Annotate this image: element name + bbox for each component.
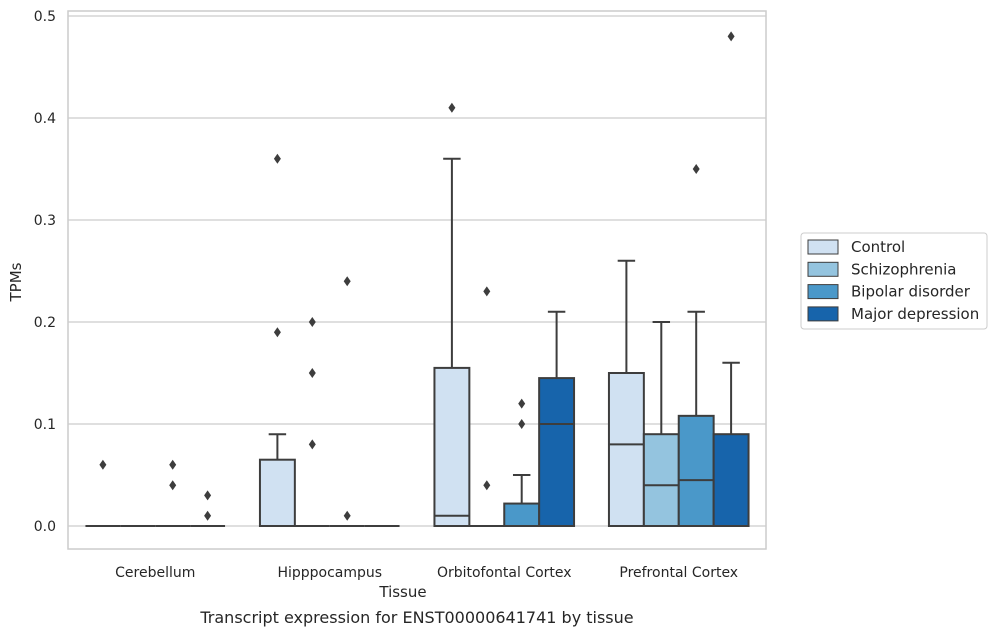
outlier-point [448, 102, 456, 113]
outlier-point [483, 286, 491, 297]
box-schizophrenia [469, 286, 505, 527]
box-bipolar-disorder [503, 398, 541, 527]
box-control [85, 459, 121, 527]
y-tick-labels: 0.0 0.1 0.2 0.3 0.4 0.5 [34, 9, 56, 535]
outlier-point [308, 368, 316, 378]
outlier-point [99, 459, 107, 470]
outlier-point [169, 480, 177, 491]
legend-label: Control [851, 238, 905, 256]
plot-frame [67, 10, 767, 550]
outlier-point [692, 164, 700, 174]
x-tick-label: Hipppocampus [277, 565, 382, 581]
outlier-point [169, 459, 177, 470]
box-groups [85, 31, 750, 528]
box-schizophrenia [642, 321, 680, 528]
outlier-point [273, 153, 281, 164]
y-tick-label: 0.4 [34, 111, 56, 127]
outlier-point [343, 510, 351, 521]
y-tick-label: 0.5 [34, 9, 56, 25]
box-bipolar-disorder [677, 164, 715, 527]
box-bipolar-disorder [329, 276, 365, 527]
outlier-point [204, 490, 212, 501]
outlier-point [308, 317, 316, 327]
box-body [503, 502, 541, 527]
outlier-point [518, 398, 526, 409]
box-control [258, 153, 296, 528]
legend-label: Bipolar disorder [851, 283, 971, 301]
legend-swatch [807, 284, 839, 300]
y-tick-label: 0.3 [34, 213, 56, 229]
box-body [433, 366, 471, 527]
outlier-point [343, 276, 351, 287]
y-tick-label: 0.1 [34, 417, 56, 433]
outlier-point [483, 480, 491, 491]
box-body [712, 433, 750, 528]
box-body [258, 458, 296, 528]
outlier-point [204, 510, 212, 521]
x-tick-label: Cerebellum [115, 565, 195, 581]
outlier-point [727, 31, 735, 42]
outlier-point [273, 327, 281, 338]
y-tick-label: 0.0 [34, 519, 56, 535]
box-control [607, 259, 645, 527]
chart-caption: Transcript expression for ENST0000064174… [199, 608, 633, 627]
box-body [642, 433, 680, 528]
legend-frame [800, 232, 988, 330]
x-tick-label: Prefrontal Cortex [619, 565, 738, 581]
box-schizophrenia [294, 317, 330, 527]
x-tick-label: Orbitofontal Cortex [437, 565, 572, 581]
box-major-depression [538, 310, 576, 527]
box-body [677, 414, 715, 527]
legend-label: Major depression [851, 305, 979, 323]
legend-swatch [807, 239, 839, 255]
legend-label: Schizophrenia [851, 260, 956, 278]
x-axis-title: Tissue [378, 583, 426, 601]
y-axis-title: TPMs [7, 262, 25, 302]
box-major-depression [190, 490, 226, 527]
box-bipolar-disorder [155, 459, 191, 527]
y-tick-label: 0.2 [34, 315, 56, 331]
legend-swatch [807, 261, 839, 277]
box-major-depression [712, 31, 750, 528]
outlier-point [518, 419, 526, 429]
x-tick-labels: Cerebellum Hipppocampus Orbitofontal Corte… [115, 565, 738, 581]
legend-swatch [807, 306, 839, 322]
box-body [538, 377, 576, 527]
box-body [607, 372, 645, 527]
outlier-point [308, 439, 316, 450]
legend: Control Schizophrenia Bipolar disorder Majo… [800, 232, 988, 330]
box-control [433, 102, 471, 527]
